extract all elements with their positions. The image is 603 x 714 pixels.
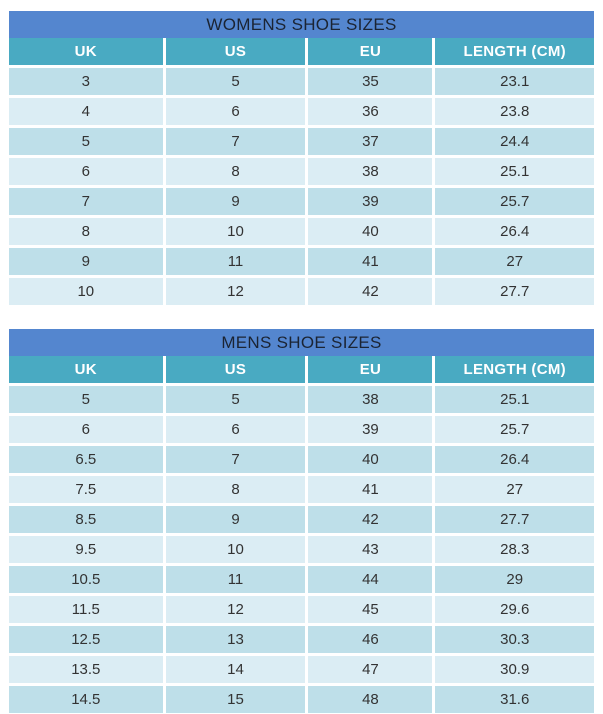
table-cell: 41	[308, 248, 433, 275]
table-cell: 40	[308, 446, 433, 473]
womens-shoe-size-table: WOMENS SHOE SIZES UK US EU LENGTH (CM) 3…	[9, 0, 594, 305]
table-cell: 41	[308, 476, 433, 503]
womens-table-grid: UK US EU LENGTH (CM) 3 5 35 23.1 4 6 36 23.8 5 7 3…	[9, 38, 594, 305]
table-cell: 46	[308, 626, 433, 653]
table-cell: 23.8	[435, 98, 594, 125]
table-cell: 11	[165, 248, 306, 275]
table-cell: 10	[9, 278, 163, 305]
table-cell: 24.4	[435, 128, 594, 155]
table-cell: 8	[9, 218, 163, 245]
table-cell: 13	[165, 626, 306, 653]
table-cell: 5	[165, 386, 306, 413]
table-cell: 38	[308, 386, 433, 413]
mens-table-title: MENS SHOE SIZES	[9, 329, 594, 356]
table-cell: 10	[165, 218, 306, 245]
table-cell: 39	[308, 188, 433, 215]
table-cell: 9	[165, 506, 306, 533]
table-cell: 12	[165, 596, 306, 623]
table-cell: 8.5	[9, 506, 163, 533]
table-cell: 6	[9, 158, 163, 185]
table-cell: 7	[9, 188, 163, 215]
table-cell: 7	[165, 446, 306, 473]
table-cell: 8	[165, 476, 306, 503]
table-cell: 45	[308, 596, 433, 623]
mens-column-header-us: US	[165, 356, 306, 383]
table-cell: 8	[165, 158, 306, 185]
table-cell: 9	[165, 188, 306, 215]
table-cell: 25.1	[435, 158, 594, 185]
table-cell: 10	[165, 536, 306, 563]
table-cell: 26.4	[435, 218, 594, 245]
table-cell: 40	[308, 218, 433, 245]
womens-column-header-length-cm: LENGTH (CM)	[435, 38, 594, 65]
table-cell: 12.5	[9, 626, 163, 653]
table-cell: 42	[308, 278, 433, 305]
table-cell: 30.3	[435, 626, 594, 653]
table-cell: 6.5	[9, 446, 163, 473]
table-cell: 25.1	[435, 386, 594, 413]
table-cell: 6	[9, 416, 163, 443]
table-cell: 43	[308, 536, 433, 563]
table-cell: 13.5	[9, 656, 163, 683]
table-cell: 14.5	[9, 686, 163, 713]
table-cell: 29	[435, 566, 594, 593]
table-cell: 30.9	[435, 656, 594, 683]
table-cell: 35	[308, 68, 433, 95]
table-cell: 12	[165, 278, 306, 305]
table-cell: 5	[9, 386, 163, 413]
mens-column-header-length-cm: LENGTH (CM)	[435, 356, 594, 383]
table-cell: 28.3	[435, 536, 594, 563]
table-cell: 15	[165, 686, 306, 713]
table-cell: 26.4	[435, 446, 594, 473]
womens-column-header-eu: EU	[308, 38, 433, 65]
table-cell: 29.6	[435, 596, 594, 623]
table-cell: 38	[308, 158, 433, 185]
table-cell: 48	[308, 686, 433, 713]
table-cell: 7	[165, 128, 306, 155]
table-cell: 42	[308, 506, 433, 533]
table-cell: 11.5	[9, 596, 163, 623]
mens-column-header-eu: EU	[308, 356, 433, 383]
table-cell: 9	[9, 248, 163, 275]
table-cell: 23.1	[435, 68, 594, 95]
table-cell: 4	[9, 98, 163, 125]
table-cell: 27	[435, 248, 594, 275]
table-cell: 5	[9, 128, 163, 155]
table-cell: 11	[165, 566, 306, 593]
table-cell: 25.7	[435, 416, 594, 443]
table-cell: 5	[165, 68, 306, 95]
table-cell: 44	[308, 566, 433, 593]
table-cell: 25.7	[435, 188, 594, 215]
womens-table-title: WOMENS SHOE SIZES	[9, 11, 594, 38]
table-cell: 31.6	[435, 686, 594, 713]
table-cell: 14	[165, 656, 306, 683]
table-cell: 6	[165, 98, 306, 125]
mens-table-grid: UK US EU LENGTH (CM) 5 5 38 25.1 6 6 39 25.7 6.5…	[9, 356, 594, 713]
table-cell: 9.5	[9, 536, 163, 563]
womens-column-header-uk: UK	[9, 38, 163, 65]
table-cell: 37	[308, 128, 433, 155]
table-cell: 3	[9, 68, 163, 95]
table-cell: 36	[308, 98, 433, 125]
table-cell: 27.7	[435, 278, 594, 305]
womens-column-header-us: US	[165, 38, 306, 65]
table-cell: 47	[308, 656, 433, 683]
table-cell: 6	[165, 416, 306, 443]
table-cell: 10.5	[9, 566, 163, 593]
table-cell: 27	[435, 476, 594, 503]
table-cell: 7.5	[9, 476, 163, 503]
mens-column-header-uk: UK	[9, 356, 163, 383]
table-cell: 27.7	[435, 506, 594, 533]
table-cell: 39	[308, 416, 433, 443]
